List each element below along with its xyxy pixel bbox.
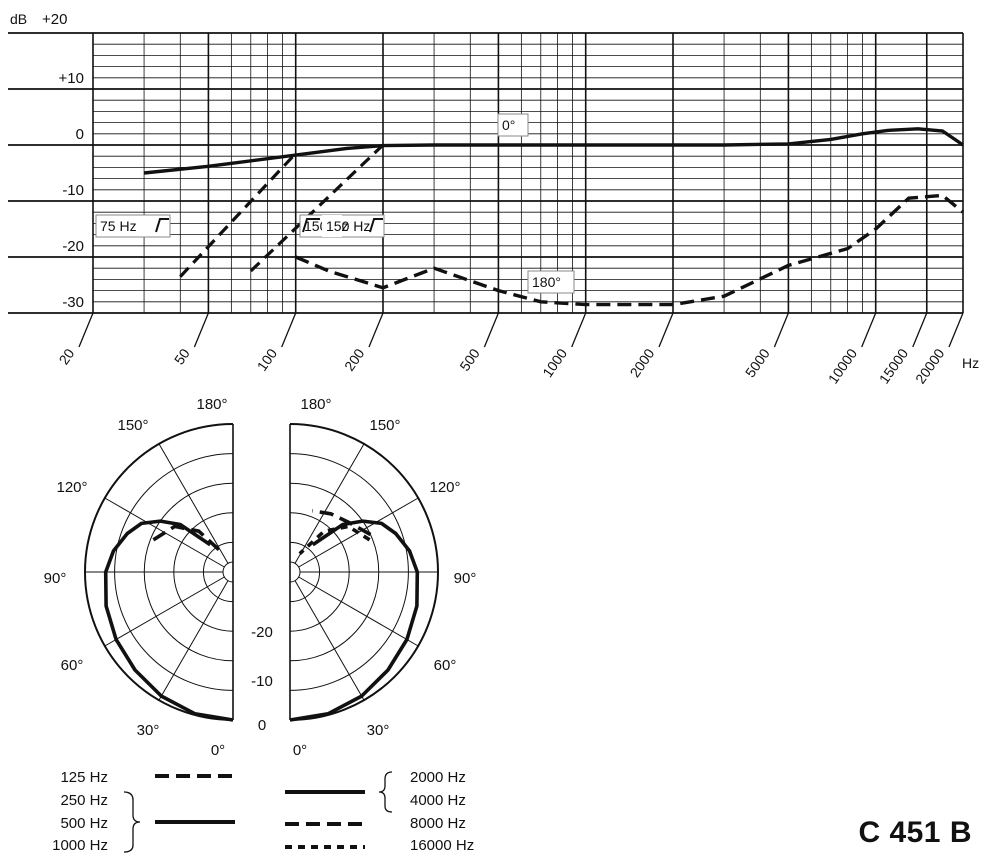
legend-label: 1000 Hz [52,837,108,854]
legend-label: 4000 Hz [410,792,466,809]
legend-label: 2000 Hz [410,769,466,786]
polar-angle-label: 90° [454,570,477,587]
polar-labels: 0° 0° 30° 30° 60° 60° 90° 90° 120° 120° 150° 150° 18… [44,396,477,759]
y-axis-label: dB [10,11,27,27]
x-tick-label: 1000 [539,345,570,380]
polar-angle-label: 90° [44,570,67,587]
x-tick-mark [483,312,500,348]
x-tick-mark [281,312,297,348]
polar-angle-label: 60° [434,657,457,674]
polar-legend: 125 Hz 250 Hz 500 Hz 1000 Hz 2000 Hz 4000 Hz 8… [52,769,474,854]
label-0deg-box [497,113,529,137]
legend-label: 16000 Hz [410,837,474,854]
label-150hz-gap [322,215,342,237]
x-tick-label: 500 [456,345,483,373]
polar-angle-label: 30° [137,722,160,739]
frequency-series [143,127,965,307]
polar-radial-label: 0 [258,717,266,734]
frequency-response-chart: +20 +10 0 -10 -20 -30 20 50 100 200 500 1000 2000 50… [8,11,979,387]
series-180deg-line [295,193,965,307]
polar-spoke [158,580,229,701]
legend-label: 500 Hz [60,815,108,832]
polar-series [103,509,420,722]
y-tick-label: -30 [62,294,84,311]
polar-angle-label: 30° [367,722,390,739]
x-tick-mark [78,312,94,348]
polar-angle-label: 120° [429,479,460,496]
polar-radial-label: -10 [251,673,273,690]
polar-spoke [158,443,229,564]
frequency-grid [8,32,964,314]
y-tick-label: 0 [76,126,84,143]
polar-right-series-2 [298,524,371,556]
low-cut-75-line [179,152,297,278]
polar-angle-label: 150° [369,417,400,434]
y-tick-labels: +20 +10 0 -10 -20 -30 [42,11,84,311]
x-tick-label: 5000 [742,345,773,380]
x-tick-mark [773,312,790,348]
polar-angle-label: 150° [117,417,148,434]
legend-label: 125 Hz [60,769,108,786]
polar-angle-label: 0° [293,742,307,759]
polar-left-series-0 [152,524,225,556]
low-cut-150-line [249,143,385,273]
polar-center [222,561,234,583]
polar-grid [84,404,439,740]
polar-right-series-0 [289,519,420,722]
polar-spoke [298,576,419,647]
polar-angle-label: 0° [211,742,225,759]
polar-radial-label: -20 [251,624,273,641]
label-150hz-filter-symbol [369,218,383,233]
polar-spoke [294,443,365,564]
x-tick-labels: 20 50 100 200 500 1000 2000 5000 10000 15000 20000 [55,312,964,387]
x-tick-label: 2000 [626,345,657,380]
label-180deg: 180° [532,274,561,290]
x-tick-label: 15000 [876,345,912,386]
x-tick-mark [658,312,674,348]
x-tick-label: 10000 [825,345,861,386]
polar-angle-label: 180° [196,396,227,413]
polar-angle-label: 60° [61,657,84,674]
x-tick-label: 100 [254,345,281,373]
x-tick-mark [912,312,928,348]
polar-gap [234,404,289,740]
legend-brace-right [378,771,393,813]
polar-center [289,561,301,583]
y-tick-label: -10 [62,182,84,199]
x-tick-mark [193,312,210,348]
polar-spoke [294,580,365,701]
x-tick-mark [861,312,877,348]
polar-angle-label: 120° [56,479,87,496]
label-0deg: 0° [502,117,515,133]
y-tick-label: -20 [62,238,84,255]
legend-label: 8000 Hz [410,815,466,832]
label-180deg-box [527,270,575,294]
y-tick-label: +10 [59,70,84,87]
polar-pattern-chart: 0° 0° 30° 30° 60° 60° 90° 90° 120° 120° 150° 150° 18… [44,396,477,854]
y-tick-label: +20 [42,11,67,28]
legend-brace-left [123,791,141,853]
label-150hz-text: 150 Hz [326,218,370,234]
x-tick-label: 50 [171,345,193,367]
x-tick-label: 20000 [912,345,948,386]
label-150hz-filter-symbol [302,218,320,233]
label-75hz-box [95,214,171,238]
x-tick-mark [571,312,587,348]
label-75hz-filter-symbol [155,218,169,233]
x-tick-label: 200 [341,345,368,373]
polar-angle-label: 180° [300,396,331,413]
label-75hz: 75 Hz [100,218,137,234]
polar-spoke [104,576,225,647]
legend-label: 250 Hz [60,792,108,809]
x-tick-mark [368,312,384,348]
x-tick-mark [948,312,964,348]
x-tick-label: 20 [55,345,77,367]
polar-right-series-1 [312,509,372,537]
model-name: C 451 B [858,816,972,849]
x-axis-label: Hz [962,355,979,371]
polar-left-series-1 [103,519,234,722]
series-0deg-line [143,127,964,175]
